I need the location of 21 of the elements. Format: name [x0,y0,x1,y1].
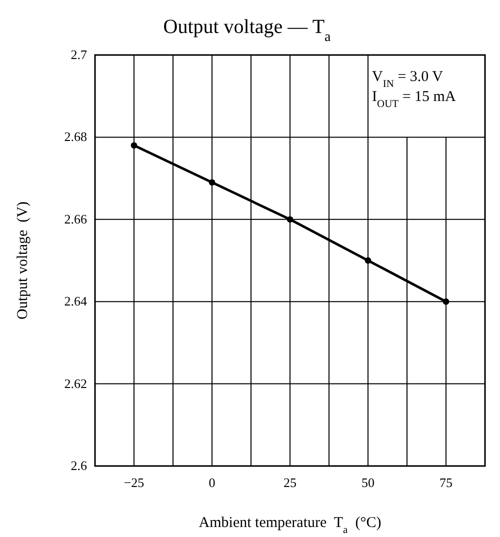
point [208,179,216,186]
y-tick-label: 2.6 [70,458,88,473]
point [364,257,372,264]
x-tick-label: 0 [208,475,216,490]
y-tick-label: 2.7 [70,47,88,62]
x-tick-label: −25 [124,475,144,490]
y-axis-title: Output voltage (V) [15,202,31,320]
annotation: V$_{IN}$ = 3.0 V [372,69,444,90]
y-tick-label: 2.68 [64,129,87,144]
chart-title: Output voltage — T$_{a}$ [163,16,332,44]
annotation: I$_{OUT}$ = 15 mA [372,89,456,110]
y-tick-label: 2.62 [64,376,87,391]
point [442,298,450,305]
y-tick-label: 2.64 [64,294,88,309]
y-tick-label: 2.66 [64,211,88,226]
x-axis-title: Ambient temperature T$_{a}$ (°C) [198,515,382,536]
point [286,216,294,223]
x-tick-label: 50 [362,475,374,490]
x-tick-label: 25 [284,475,296,490]
point [130,142,138,149]
x-tick-label: 75 [440,475,452,490]
